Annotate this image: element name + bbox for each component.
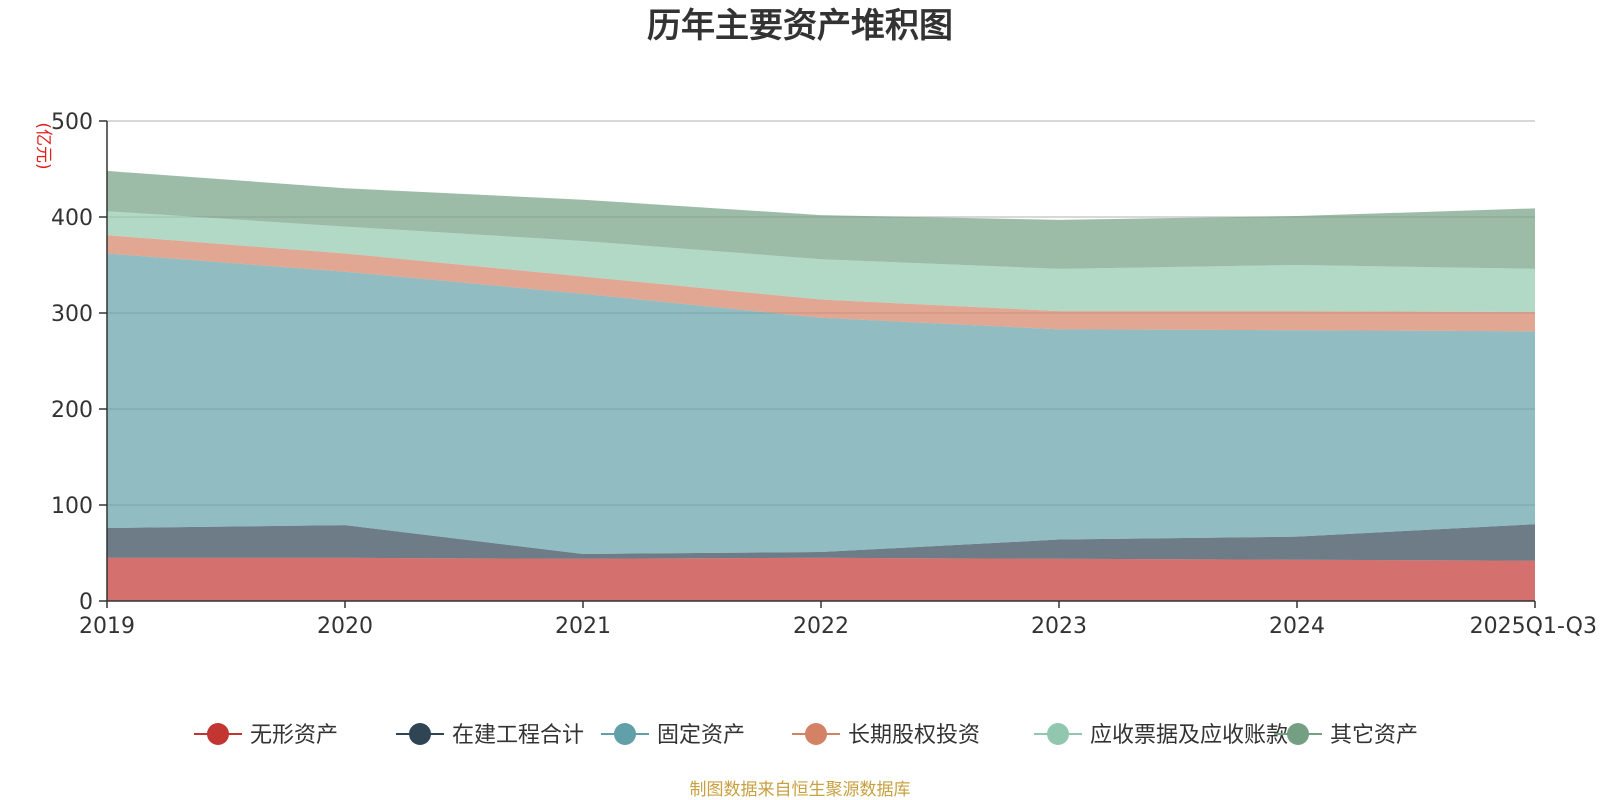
y-tick-label: 500 xyxy=(51,110,93,135)
legend-circle-marker xyxy=(1287,723,1309,745)
legend-label: 长期股权投资 xyxy=(848,723,980,748)
legend-label: 无形资产 xyxy=(250,723,338,748)
y-tick-label: 100 xyxy=(51,494,93,519)
axes: 0 100 200 300 400 500 2019 2020 2021 2022 2023 2024… xyxy=(51,110,1597,639)
legend-item-2[interactable]: 固定资产 xyxy=(601,723,745,748)
chart-title: 历年主要资产堆积图 xyxy=(647,6,953,46)
legend[interactable]: 无形资产 在建工程合计 固定资产 长期股权投资 应收票据及应收账款 其它资产 xyxy=(194,723,1418,748)
legend-circle-marker xyxy=(1047,723,1069,745)
y-tick-label: 0 xyxy=(79,590,93,615)
area-series-1 xyxy=(107,524,1535,561)
y-tick-label: 400 xyxy=(51,206,93,231)
y-tick-label: 200 xyxy=(51,398,93,423)
x-tick-label: 2021 xyxy=(555,614,611,639)
area-series-5 xyxy=(107,170,1535,269)
legend-item-5[interactable]: 其它资产 xyxy=(1274,723,1418,748)
legend-circle-marker xyxy=(805,723,827,745)
legend-circle-marker xyxy=(409,723,431,745)
area-series-group xyxy=(107,170,1535,601)
area-series-3 xyxy=(107,235,1535,332)
area-series-2 xyxy=(107,253,1535,554)
x-tick-label: 2019 xyxy=(79,614,135,639)
y-tick-label: 300 xyxy=(51,302,93,327)
legend-item-1[interactable]: 在建工程合计 xyxy=(396,723,584,748)
legend-item-3[interactable]: 长期股权投资 xyxy=(792,723,980,748)
legend-label: 应收票据及应收账款 xyxy=(1090,723,1288,748)
legend-label: 其它资产 xyxy=(1330,723,1418,748)
legend-item-4[interactable]: 应收票据及应收账款 xyxy=(1034,723,1288,748)
area-series-0 xyxy=(107,557,1535,601)
x-tick-label: 2024 xyxy=(1269,614,1325,639)
x-tick-label: 2025Q1-Q3 xyxy=(1470,614,1597,639)
x-tick-label: 2020 xyxy=(317,614,373,639)
legend-item-0[interactable]: 无形资产 xyxy=(194,723,338,748)
legend-label: 在建工程合计 xyxy=(452,723,584,748)
legend-circle-marker xyxy=(207,723,229,745)
legend-circle-marker xyxy=(614,723,636,745)
area-series-4 xyxy=(107,211,1535,313)
x-tick-label: 2023 xyxy=(1031,614,1087,639)
y-axis-unit-label: (亿元) xyxy=(33,122,53,169)
x-tick-label: 2022 xyxy=(793,614,849,639)
data-source-footer: 制图数据来自恒生聚源数据库 xyxy=(690,780,911,800)
legend-label: 固定资产 xyxy=(657,723,745,748)
